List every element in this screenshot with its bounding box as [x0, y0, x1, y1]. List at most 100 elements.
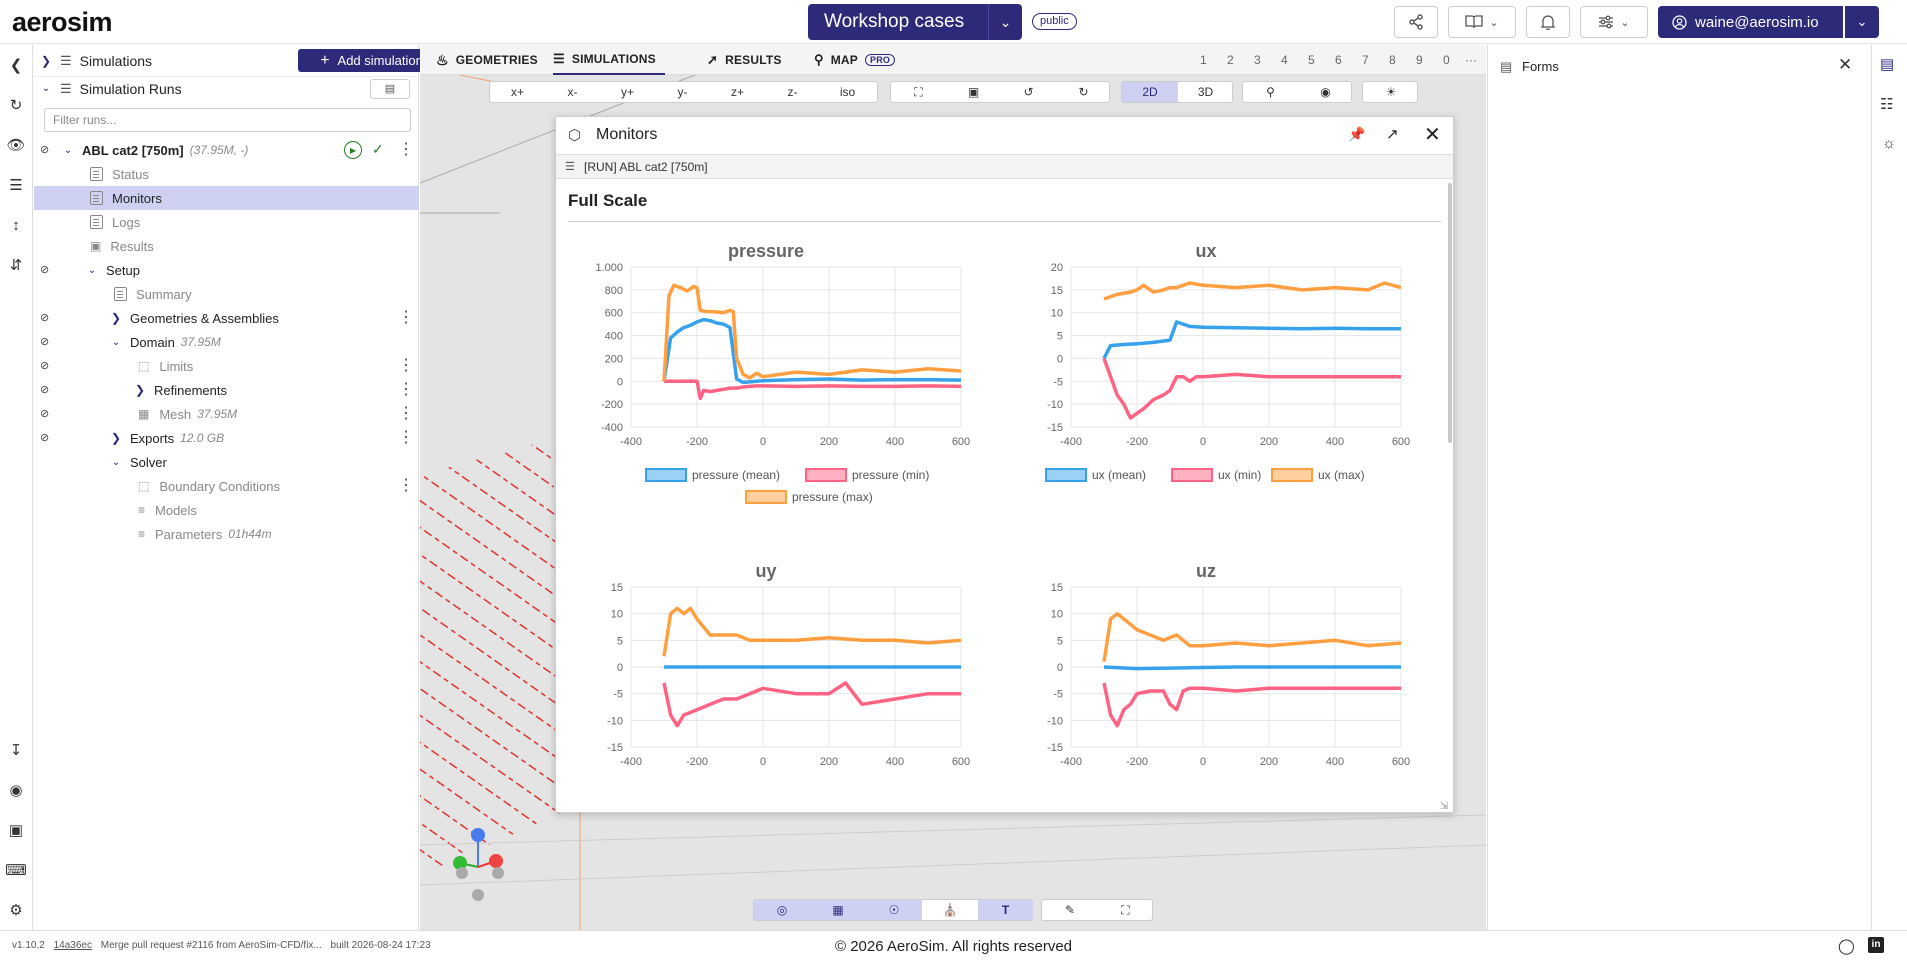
- run-more-icon[interactable]: ⋮: [398, 141, 414, 158]
- download-icon[interactable]: ↧: [9, 742, 23, 759]
- chevron-down-icon[interactable]: ⌄: [87, 264, 97, 276]
- keyboard-icon[interactable]: ⌨: [5, 862, 27, 879]
- view-x-plus-button[interactable]: x+: [510, 85, 524, 99]
- visibility-toggle-icon[interactable]: ⊘: [40, 384, 50, 396]
- tree-item-summary[interactable]: Summary: [114, 282, 192, 306]
- visibility-toggle-icon[interactable]: ⊘: [40, 336, 50, 348]
- visibility-toggle-icon[interactable]: ⊘: [40, 264, 50, 276]
- scrollbar[interactable]: [1448, 183, 1452, 443]
- view-z-plus-button[interactable]: z+: [730, 85, 744, 99]
- pencil-icon[interactable]: ✎: [1064, 903, 1076, 917]
- collapse-vertical-icon[interactable]: ⇵: [9, 257, 23, 274]
- collapse-left-icon[interactable]: ❮: [9, 57, 23, 74]
- tree-item-setup[interactable]: ⌄ Setup: [84, 258, 140, 282]
- layer-tab-7[interactable]: 7: [1362, 53, 1369, 67]
- collapse-all-button[interactable]: ▤: [370, 78, 410, 99]
- run-item[interactable]: ⌄ ABL cat2 [750m] (37.95M, -): [60, 138, 249, 162]
- layer-tab-8[interactable]: 8: [1389, 53, 1396, 67]
- settings-menu-button[interactable]: ⌄: [1580, 6, 1648, 38]
- tree-item-solver[interactable]: ⌄ Solver: [108, 450, 167, 474]
- limits-more-icon[interactable]: ⋮: [398, 357, 414, 374]
- tab-simulations[interactable]: ☰ SIMULATIONS: [553, 45, 665, 75]
- layer-tab-6[interactable]: 6: [1335, 53, 1342, 67]
- mesh-more-icon[interactable]: ⋮: [398, 405, 414, 422]
- search-icon[interactable]: ⚲: [1266, 85, 1275, 99]
- user-menu-dropdown[interactable]: ⌄: [1845, 6, 1879, 38]
- run-play-icon[interactable]: ▶: [344, 141, 362, 159]
- filter-runs-input[interactable]: [44, 108, 411, 132]
- chevron-down-icon[interactable]: ⌄: [63, 144, 73, 156]
- tree-item-geometries[interactable]: ❯ Geometries & Assemblies: [108, 306, 279, 330]
- tree-item-models[interactable]: ≡ Models: [138, 498, 197, 522]
- view-y-minus-button[interactable]: y-: [677, 85, 688, 99]
- grid-icon[interactable]: ▦: [810, 900, 866, 920]
- chevron-down-icon[interactable]: ⌄: [111, 456, 121, 468]
- tab-results[interactable]: ➚ RESULTS: [707, 45, 787, 75]
- chevron-right-icon[interactable]: ❯: [134, 383, 146, 397]
- tree-item-logs[interactable]: Logs: [90, 210, 140, 234]
- popout-icon[interactable]: ↗: [1386, 126, 1399, 143]
- geometries-more-icon[interactable]: ⋮: [398, 309, 414, 326]
- eye-icon[interactable]: 👁: [6, 137, 26, 154]
- layer-tab-3[interactable]: 3: [1254, 53, 1261, 67]
- commit-link[interactable]: 14a36ec: [53, 940, 92, 951]
- notifications-button[interactable]: [1526, 6, 1570, 38]
- close-icon[interactable]: ✕: [1424, 124, 1441, 146]
- chevron-right-icon[interactable]: ❯: [110, 431, 122, 445]
- zoom-box-icon[interactable]: ▣: [967, 85, 980, 99]
- layer-tab-2[interactable]: 2: [1227, 53, 1234, 67]
- selection-icon[interactable]: ⛶: [1121, 902, 1130, 917]
- close-icon[interactable]: ✕: [1838, 55, 1853, 74]
- pin-icon[interactable]: 📌: [1348, 126, 1366, 142]
- exports-more-icon[interactable]: ⋮: [398, 429, 414, 446]
- visibility-toggle-icon[interactable]: ⊘: [40, 312, 50, 324]
- image-icon[interactable]: ▣: [8, 822, 24, 839]
- text-icon[interactable]: T: [978, 900, 1033, 920]
- form-icon[interactable]: ▤: [1880, 56, 1895, 73]
- tree-item-results[interactable]: ▣ Results: [90, 234, 154, 258]
- chevron-right-icon[interactable]: ❯: [110, 311, 122, 325]
- layer-tab-1[interactable]: 1: [1200, 53, 1207, 67]
- tree-item-exports[interactable]: ❯ Exports 12.0 GB: [108, 426, 224, 450]
- visibility-toggle-icon[interactable]: ⊘: [40, 408, 50, 420]
- user-menu-button[interactable]: waine@aerosim.io: [1658, 6, 1843, 38]
- view-y-plus-button[interactable]: y+: [620, 85, 634, 99]
- tree-item-refinements[interactable]: ❯ Refinements: [132, 378, 227, 402]
- resize-handle-icon[interactable]: ⇲: [1440, 801, 1449, 812]
- tree-item-parameters[interactable]: ≡ Parameters 01h44m: [138, 522, 272, 546]
- tree-item-status[interactable]: Status: [90, 162, 149, 186]
- chevron-down-icon[interactable]: ⌄: [111, 336, 121, 348]
- mode-3d-button[interactable]: 3D: [1197, 85, 1214, 99]
- compass-icon[interactable]: ☉: [866, 900, 922, 920]
- tree-item-monitors[interactable]: Monitors: [90, 186, 162, 210]
- visibility-toggle-icon[interactable]: ⊘: [40, 432, 50, 444]
- boundary-more-icon[interactable]: ⋮: [398, 477, 414, 494]
- mode-2d-button[interactable]: 2D: [1122, 82, 1178, 102]
- tree-item-mesh[interactable]: ▦ Mesh 37.95M: [138, 402, 237, 426]
- view-x-minus-button[interactable]: x-: [567, 85, 578, 99]
- project-selector[interactable]: Workshop cases ⌄: [808, 4, 1022, 40]
- layer-tab-4[interactable]: 4: [1281, 53, 1288, 67]
- chevron-right-icon[interactable]: ❯: [40, 54, 52, 68]
- rotate-right-icon[interactable]: ↻: [1078, 85, 1089, 99]
- layer-tab-9[interactable]: 9: [1416, 53, 1423, 67]
- tab-geometries[interactable]: ♨ GEOMETRIES: [436, 45, 540, 75]
- layer-tab-5[interactable]: 5: [1308, 53, 1315, 67]
- camera-icon[interactable]: ◉: [9, 782, 23, 799]
- layer-tab-0[interactable]: 0: [1443, 53, 1450, 67]
- more-tabs-button[interactable]: ···: [1465, 53, 1477, 67]
- expand-vertical-icon[interactable]: ↕: [12, 216, 20, 234]
- tree-item-boundary-conditions[interactable]: ⬚ Boundary Conditions: [138, 474, 280, 498]
- refinements-more-icon[interactable]: ⋮: [398, 381, 414, 398]
- camera-icon[interactable]: ◉: [1320, 85, 1331, 99]
- view-z-minus-button[interactable]: z-: [787, 85, 798, 99]
- instagram-icon[interactable]: ◯: [1838, 938, 1855, 955]
- docs-menu-button[interactable]: ⌄: [1448, 6, 1516, 38]
- hierarchy-icon[interactable]: ☷: [1880, 96, 1894, 113]
- building-icon[interactable]: ⛪: [942, 903, 958, 917]
- target-icon[interactable]: ◎: [754, 900, 810, 920]
- lightbulb-icon[interactable]: ☼: [1882, 135, 1896, 152]
- sun-icon[interactable]: ☀: [1385, 85, 1397, 99]
- rotate-left-icon[interactable]: ↺: [1023, 85, 1034, 99]
- linkedin-icon[interactable]: in: [1868, 937, 1884, 953]
